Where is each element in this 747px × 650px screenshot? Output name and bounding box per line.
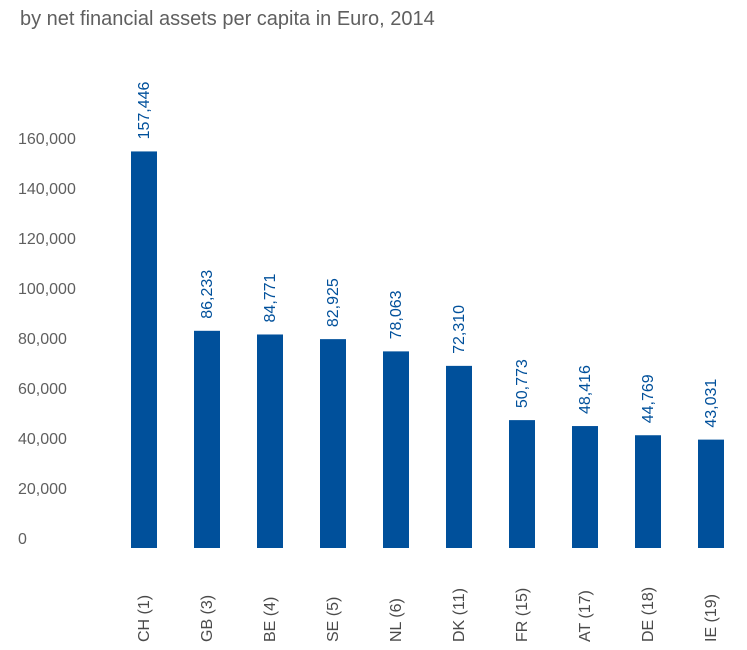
x-tick-label: FR (15) xyxy=(514,588,531,642)
bar xyxy=(194,330,220,548)
x-tick-label: IE (19) xyxy=(703,594,720,642)
y-tick-label: 40,000 xyxy=(18,431,67,448)
y-tick-label: 20,000 xyxy=(18,481,67,498)
bar xyxy=(257,334,283,548)
y-tick-label: 160,000 xyxy=(18,131,76,148)
y-tick-label: 120,000 xyxy=(18,231,76,248)
x-axis: CH (1) GB (3) BE (4) SE (5) NL (6) DK (11) FR … xyxy=(136,587,720,642)
bar xyxy=(509,420,535,548)
data-label: 82,925 xyxy=(325,278,342,327)
x-tick-label: DK (11) xyxy=(451,588,468,642)
data-label: 48,416 xyxy=(577,365,594,414)
chart-subtitle: by net financial assets per capita in Eu… xyxy=(20,8,435,30)
data-label: 50,773 xyxy=(514,359,531,408)
bar xyxy=(131,151,157,548)
y-tick-label: 0 xyxy=(18,531,27,548)
data-label: 84,771 xyxy=(262,273,279,322)
data-labels: 157,446 86,233 84,771 82,925 78,063 72,310 50,… xyxy=(136,81,720,427)
bar xyxy=(383,351,409,548)
data-label: 72,310 xyxy=(451,305,468,354)
x-tick-label: SE (5) xyxy=(325,597,342,642)
y-tick-label: 100,000 xyxy=(18,281,76,298)
x-tick-label: DE (18) xyxy=(640,587,657,642)
y-tick-label: 60,000 xyxy=(18,381,67,398)
y-axis: 0 20,000 40,000 60,000 80,000 100,000 120,000 1… xyxy=(18,131,76,548)
data-label: 44,769 xyxy=(640,374,657,423)
data-label: 78,063 xyxy=(388,290,405,339)
x-tick-label: GB (3) xyxy=(199,595,216,642)
y-tick-label: 140,000 xyxy=(18,181,76,198)
bar xyxy=(446,365,472,548)
data-label: 43,031 xyxy=(703,379,720,428)
bar xyxy=(698,439,724,548)
x-tick-label: CH (1) xyxy=(136,595,153,642)
x-tick-label: NL (6) xyxy=(388,598,405,642)
bar xyxy=(572,426,598,548)
y-tick-label: 80,000 xyxy=(18,331,67,348)
bars xyxy=(131,151,724,548)
x-tick-label: BE (4) xyxy=(262,597,279,642)
data-label: 157,446 xyxy=(136,81,153,139)
data-label: 86,233 xyxy=(199,270,216,319)
bar xyxy=(635,435,661,548)
x-tick-label: AT (17) xyxy=(577,590,594,642)
bar xyxy=(320,339,346,548)
